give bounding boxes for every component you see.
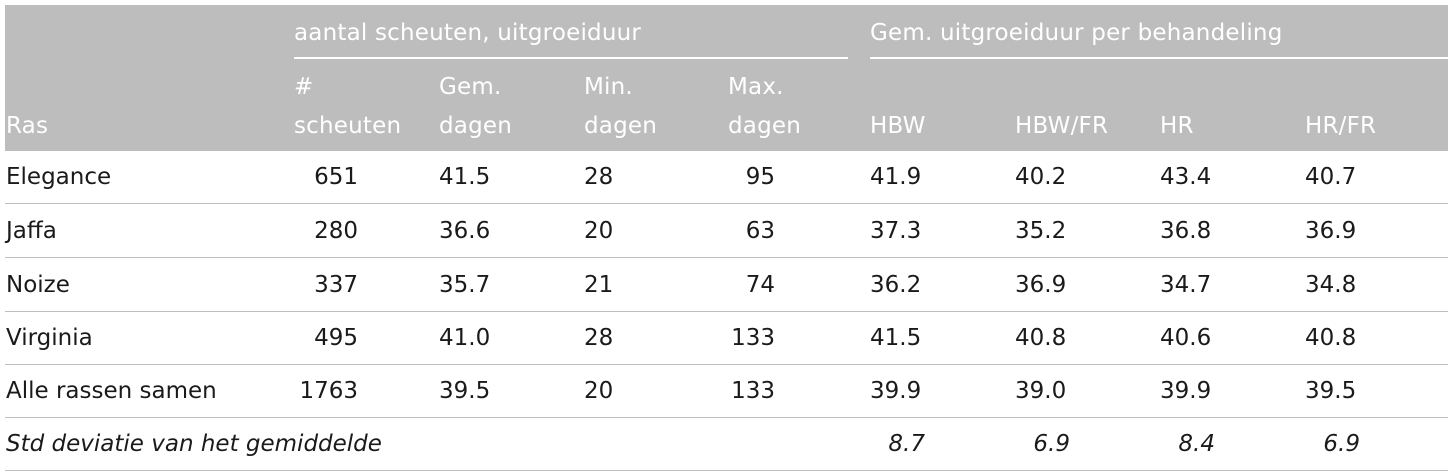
table-row-total: Alle rassen samen 1763 39.5 20 133 39.9 … bbox=[5, 365, 1448, 418]
cell-hrfr: 36.9 bbox=[1305, 218, 1357, 244]
cell-hbwfr: 36.9 bbox=[1015, 272, 1067, 298]
col-header-hbwfr: HBW/FR bbox=[1015, 113, 1109, 139]
cell-std-hrfr: 6.9 bbox=[1323, 431, 1360, 457]
table-row-std-deviation: Std deviatie van het gemiddelde 8.7 6.9 … bbox=[5, 418, 1448, 471]
cell-gem: 35.7 bbox=[439, 272, 491, 298]
col-header-gem-line2: dagen bbox=[439, 113, 513, 139]
col-header-hrfr: HR/FR bbox=[1305, 113, 1377, 139]
table-row: Elegance 651 41.5 28 95 41.9 40.2 43.4 4… bbox=[5, 151, 1448, 204]
col-header-scheuten-line1: # bbox=[294, 74, 314, 100]
col-header-min-line1: Min. bbox=[584, 74, 633, 100]
col-header-hr: HR bbox=[1160, 113, 1194, 139]
col-header-max-line2: dagen bbox=[728, 113, 802, 139]
cell-hr: 34.7 bbox=[1160, 272, 1212, 298]
cell-hr: 40.6 bbox=[1160, 325, 1212, 351]
cell-std-label: Std deviatie van het gemiddelde bbox=[6, 431, 382, 457]
cell-max: 74 bbox=[745, 272, 775, 298]
cell-gem: 41.0 bbox=[439, 325, 491, 351]
cell-hbwfr: 35.2 bbox=[1015, 218, 1067, 244]
cell-hbwfr: 39.0 bbox=[1015, 378, 1067, 404]
cell-min: 28 bbox=[584, 164, 614, 190]
cell-max: 95 bbox=[745, 164, 775, 190]
cell-hr: 36.8 bbox=[1160, 218, 1212, 244]
col-header-min-line2: dagen bbox=[584, 113, 658, 139]
cell-std-hr: 8.4 bbox=[1178, 431, 1215, 457]
cell-hr: 39.9 bbox=[1160, 378, 1212, 404]
cell-gem: 41.5 bbox=[439, 164, 491, 190]
cell-std-hbwfr: 6.9 bbox=[1033, 431, 1070, 457]
cell-std-hbw: 8.7 bbox=[888, 431, 925, 457]
cell-ras: Jaffa bbox=[6, 218, 57, 244]
cell-hbw: 36.2 bbox=[870, 272, 922, 298]
cell-hrfr: 39.5 bbox=[1305, 378, 1357, 404]
col-header-hbw: HBW bbox=[870, 113, 926, 139]
table-row: Virginia 495 41.0 28 133 41.5 40.8 40.6 … bbox=[5, 312, 1448, 365]
cell-min: 21 bbox=[584, 272, 614, 298]
table-header: aantal scheuten, uitgroeiduur Gem. uitgr… bbox=[5, 5, 1448, 151]
cell-hbw: 41.5 bbox=[870, 325, 922, 351]
cell-scheuten: 280 bbox=[314, 218, 358, 244]
col-header-gem-line1: Gem. bbox=[439, 74, 502, 100]
cell-min: 20 bbox=[584, 378, 614, 404]
col-header-scheuten-line2: scheuten bbox=[294, 113, 402, 139]
cell-ras: Elegance bbox=[6, 164, 112, 190]
cell-gem: 36.6 bbox=[439, 218, 491, 244]
col-header-ras: Ras bbox=[6, 113, 49, 139]
group-header-treatment: Gem. uitgroeiduur per behandeling bbox=[870, 20, 1283, 46]
cell-scheuten: 651 bbox=[314, 164, 358, 190]
table-row: Noize 337 35.7 21 74 36.2 36.9 34.7 34.8 bbox=[5, 259, 1448, 312]
cell-hrfr: 34.8 bbox=[1305, 272, 1357, 298]
cell-hbw: 41.9 bbox=[870, 164, 922, 190]
cell-max: 133 bbox=[731, 325, 775, 351]
cell-max: 133 bbox=[731, 378, 775, 404]
cell-ras: Alle rassen samen bbox=[6, 378, 217, 404]
cell-scheuten: 1763 bbox=[299, 378, 358, 404]
cell-hbwfr: 40.2 bbox=[1015, 164, 1067, 190]
group-header-counts: aantal scheuten, uitgroeiduur bbox=[294, 20, 642, 46]
cell-max: 63 bbox=[745, 218, 775, 244]
cell-min: 28 bbox=[584, 325, 614, 351]
group-rule-treatment bbox=[870, 57, 1448, 59]
cell-min: 20 bbox=[584, 218, 614, 244]
cell-hrfr: 40.8 bbox=[1305, 325, 1357, 351]
cell-hbwfr: 40.8 bbox=[1015, 325, 1067, 351]
cell-ras: Noize bbox=[6, 272, 70, 298]
group-rule-counts bbox=[294, 57, 848, 59]
cell-scheuten: 495 bbox=[314, 325, 358, 351]
cell-gem: 39.5 bbox=[439, 378, 491, 404]
cell-scheuten: 337 bbox=[314, 272, 358, 298]
cell-ras: Virginia bbox=[6, 325, 93, 351]
col-header-max-line1: Max. bbox=[728, 74, 784, 100]
cell-hr: 43.4 bbox=[1160, 164, 1212, 190]
cell-hbw: 39.9 bbox=[870, 378, 922, 404]
table-row: Jaffa 280 36.6 20 63 37.3 35.2 36.8 36.9 bbox=[5, 205, 1448, 258]
cell-hrfr: 40.7 bbox=[1305, 164, 1357, 190]
cell-hbw: 37.3 bbox=[870, 218, 922, 244]
